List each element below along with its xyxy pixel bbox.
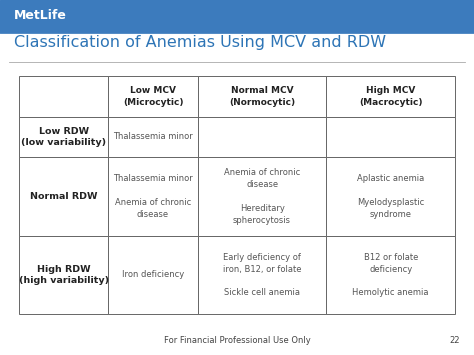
Text: Thalassemia minor: Thalassemia minor — [113, 132, 193, 142]
Bar — [198, 157, 327, 236]
Bar — [109, 157, 198, 236]
Text: B12 or folate
deficiency

Hemolytic anemia: B12 or folate deficiency Hemolytic anemi… — [353, 253, 429, 297]
Text: Early deficiency of
iron, B12, or folate

Sickle cell anemia: Early deficiency of iron, B12, or folate… — [223, 253, 301, 297]
Text: Low MCV
(Microcytic): Low MCV (Microcytic) — [123, 86, 183, 107]
Text: 22: 22 — [449, 336, 460, 345]
Bar — [327, 76, 455, 117]
Text: Classification of Anemias Using MCV and RDW: Classification of Anemias Using MCV and … — [14, 35, 386, 50]
Bar — [0, 0, 474, 32]
Bar — [19, 117, 109, 157]
Text: Iron deficiency: Iron deficiency — [122, 271, 184, 279]
Bar — [19, 76, 109, 117]
Text: For Financial Professional Use Only: For Financial Professional Use Only — [164, 336, 310, 345]
Bar — [19, 157, 109, 236]
Bar — [109, 236, 198, 314]
Bar — [327, 117, 455, 157]
Bar — [19, 236, 109, 314]
Bar — [198, 236, 327, 314]
Text: Normal RDW: Normal RDW — [30, 192, 98, 201]
Bar — [327, 236, 455, 314]
Text: High MCV
(Macrocytic): High MCV (Macrocytic) — [359, 86, 422, 107]
Text: Low RDW
(low variability): Low RDW (low variability) — [21, 127, 106, 147]
Text: Thalassemia minor

Anemia of chronic
disease: Thalassemia minor Anemia of chronic dise… — [113, 174, 193, 219]
Bar — [109, 76, 198, 117]
Text: MetLife: MetLife — [14, 10, 67, 22]
Text: Anemia of chronic
disease

Hereditary
spherocytosis: Anemia of chronic disease Hereditary sph… — [224, 168, 300, 225]
Bar — [198, 76, 327, 117]
Bar — [109, 117, 198, 157]
Text: Aplastic anemia

Myelodysplastic
syndrome: Aplastic anemia Myelodysplastic syndrome — [357, 174, 424, 219]
Bar — [327, 157, 455, 236]
Text: High RDW
(high variability): High RDW (high variability) — [18, 264, 109, 285]
Bar — [198, 117, 327, 157]
Text: Normal MCV
(Normocytic): Normal MCV (Normocytic) — [229, 86, 295, 107]
